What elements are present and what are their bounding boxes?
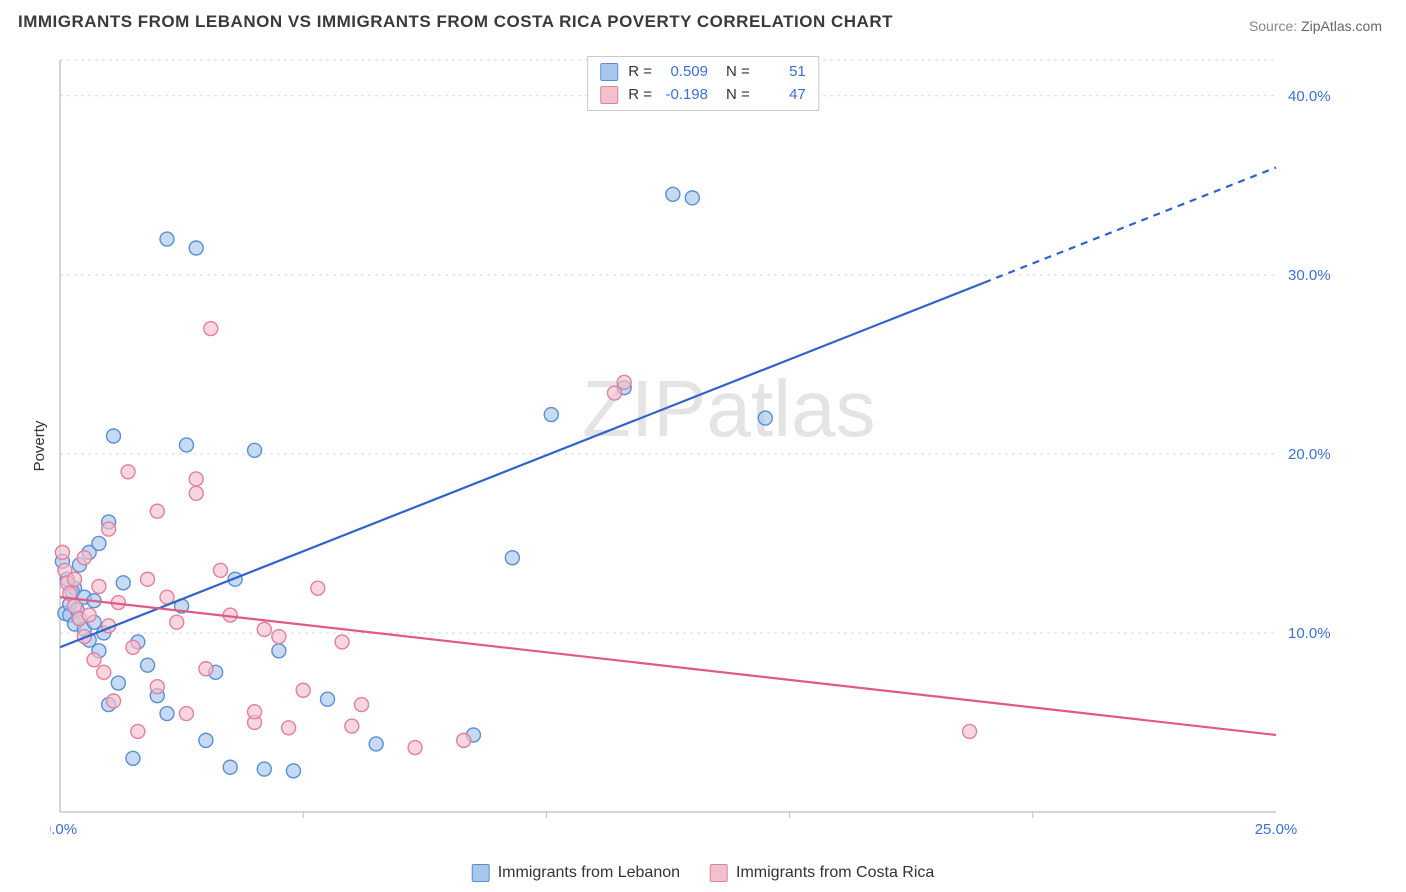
legend-label: Immigrants from Lebanon [498, 864, 680, 882]
r-label: R = [628, 84, 652, 107]
n-value: 47 [756, 84, 806, 107]
svg-text:20.0%: 20.0% [1288, 446, 1331, 463]
legend-item: Immigrants from Lebanon [472, 864, 680, 882]
source-attribution: Source: ZipAtlas.com [1249, 18, 1382, 34]
svg-text:40.0%: 40.0% [1288, 88, 1331, 105]
y-axis-label: Poverty [31, 421, 48, 472]
svg-text:30.0%: 30.0% [1288, 267, 1331, 284]
n-label: N = [726, 61, 750, 84]
r-label: R = [628, 61, 652, 84]
legend-row: R = -0.198 N = 47 [600, 84, 806, 107]
svg-text:10.0%: 10.0% [1288, 625, 1331, 642]
r-value: 0.509 [658, 61, 708, 84]
legend-label: Immigrants from Costa Rica [736, 864, 934, 882]
legend-swatch [710, 864, 728, 882]
legend-swatch [472, 864, 490, 882]
legend-swatch [600, 63, 618, 81]
svg-text:0.0%: 0.0% [50, 821, 77, 838]
n-value: 51 [756, 61, 806, 84]
source-value: ZipAtlas.com [1301, 18, 1382, 34]
page-title: IMMIGRANTS FROM LEBANON VS IMMIGRANTS FR… [18, 12, 893, 32]
legend-item: Immigrants from Costa Rica [710, 864, 934, 882]
n-label: N = [726, 84, 750, 107]
scatter-plot: 0.0%25.0%10.0%20.0%30.0%40.0%ZIPatlas [50, 50, 1336, 842]
svg-text:25.0%: 25.0% [1255, 821, 1298, 838]
correlation-legend: R = 0.509 N = 51 R = -0.198 N = 47 [587, 56, 819, 111]
series-legend: Immigrants from Lebanon Immigrants from C… [472, 864, 935, 882]
legend-row: R = 0.509 N = 51 [600, 61, 806, 84]
source-label: Source: [1249, 18, 1297, 34]
chart-area: 0.0%25.0%10.0%20.0%30.0%40.0%ZIPatlas [50, 50, 1336, 842]
r-value: -0.198 [658, 84, 708, 107]
legend-swatch [600, 86, 618, 104]
